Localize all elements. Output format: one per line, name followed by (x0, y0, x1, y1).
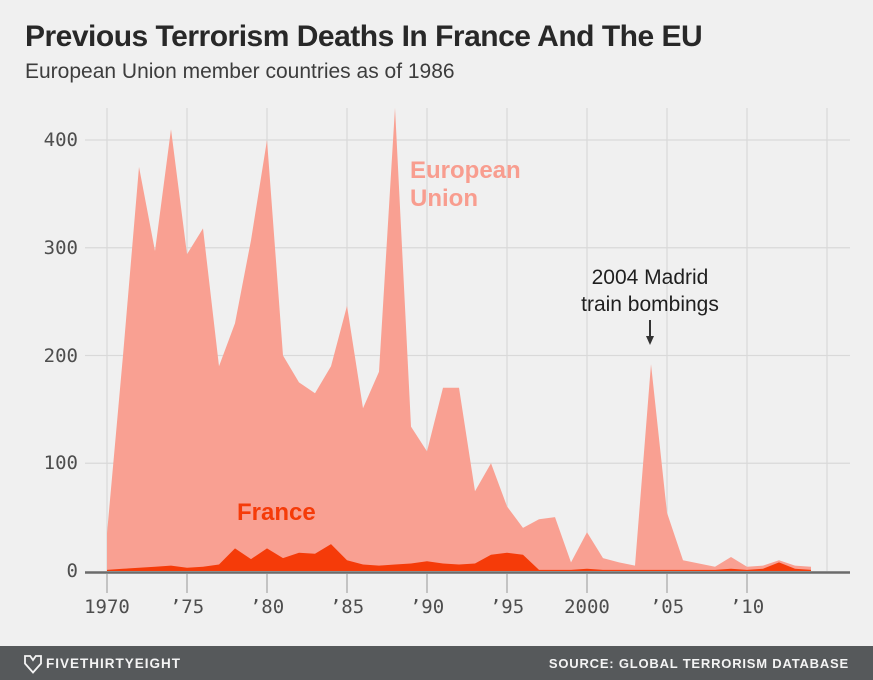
page-title: Previous Terrorism Deaths In France And … (25, 20, 703, 53)
footer-brand: FIVETHIRTYEIGHT (46, 655, 182, 671)
x-axis-label: ’85 (329, 596, 365, 618)
area-european-union (107, 107, 811, 571)
footer-source: SOURCE: GLOBAL TERRORISM DATABASE (548, 655, 849, 671)
x-axis-label: ’90 (409, 596, 445, 618)
y-axis-label: 0 (66, 560, 78, 582)
y-axis-label: 100 (43, 452, 78, 475)
annotation-arrow-head (646, 336, 654, 345)
y-axis-label: 400 (43, 129, 78, 151)
x-axis-label: ’75 (169, 596, 205, 618)
x-axis-label: ’80 (249, 596, 285, 618)
x-axis-label: ’05 (649, 596, 685, 618)
annotation-madrid-bombings: 2004 Madrid train bombings (550, 264, 750, 318)
y-axis-label: 300 (43, 236, 78, 259)
fivethirtyeight-fox-logo-icon (24, 655, 42, 674)
series-label-france: France (237, 499, 316, 526)
annotation-line2: train bombings (581, 293, 719, 316)
series-label-european-union: European Union (410, 157, 521, 212)
area-france (107, 544, 811, 571)
x-axis-label: 2000 (564, 596, 610, 618)
x-axis-label: ’10 (729, 596, 765, 618)
x-axis-label: ’95 (489, 596, 525, 618)
footer-bar: FIVETHIRTYEIGHT SOURCE: GLOBAL TERRORISM… (0, 646, 873, 680)
page-subtitle: European Union member countries as of 19… (25, 60, 455, 83)
annotation-line1: 2004 Madrid (591, 266, 709, 289)
x-axis-label: 1970 (84, 596, 130, 618)
y-axis-label: 200 (43, 344, 78, 367)
